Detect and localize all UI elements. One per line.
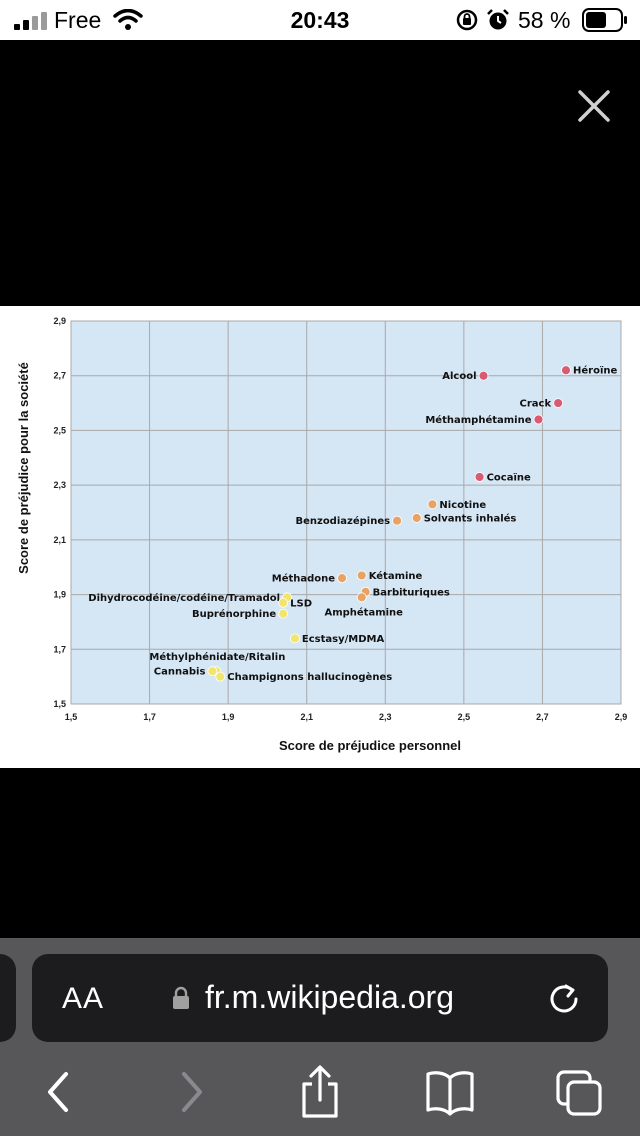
data-point xyxy=(392,515,402,526)
data-point xyxy=(427,499,438,510)
lock-icon xyxy=(173,986,189,1009)
data-point xyxy=(356,592,367,603)
data-point xyxy=(337,573,347,584)
address-bar[interactable] xyxy=(32,954,608,1042)
point-label: Crack xyxy=(520,399,552,410)
point-label: Cannabis xyxy=(154,667,206,678)
point-label: Nicotine xyxy=(439,500,486,511)
data-point xyxy=(553,398,564,408)
data-point xyxy=(278,597,289,608)
point-label: Méthamphétamine xyxy=(425,414,531,426)
point-label: Méthadone xyxy=(272,573,336,585)
x-tick-label: 2,3 xyxy=(379,712,392,722)
plot-area xyxy=(70,320,622,705)
y-axis-label: Score de préjudice pour la société xyxy=(16,362,31,574)
carrier-name: Free xyxy=(54,7,102,33)
data-point xyxy=(290,633,300,644)
y-tick-label: 1,7 xyxy=(53,644,66,654)
x-tick-label: 2,1 xyxy=(300,712,313,722)
previous-tab-edge[interactable] xyxy=(0,954,16,1042)
data-point xyxy=(278,608,289,619)
point-label: Alcool xyxy=(442,371,476,382)
x-axis-label: Score de préjudice personnel xyxy=(279,738,461,753)
point-label: Cocaïne xyxy=(487,472,531,483)
y-tick-label: 2,1 xyxy=(53,535,66,545)
point-label: Kétamine xyxy=(369,570,423,582)
x-tick-label: 2,7 xyxy=(536,712,549,722)
data-point xyxy=(411,513,422,523)
point-label: Champignons hallucinogènes xyxy=(227,671,392,683)
x-tick-label: 2,9 xyxy=(615,712,628,722)
y-tick-label: 1,9 xyxy=(53,590,66,600)
point-label: Dihydrocodéine/codéine/Tramadol xyxy=(88,592,280,604)
data-point xyxy=(478,370,489,381)
y-tick-label: 2,7 xyxy=(53,371,66,381)
chart-image: 1,5 1,7 1,9 2,1 2,3 2,5 2,7 2,9 1,5 1,7 1,9 2,1 2,3 2… xyxy=(0,306,640,768)
x-tick-label: 1,5 xyxy=(65,712,78,722)
point-label: Méthylphénidate/Ritalin xyxy=(149,651,285,663)
data-point xyxy=(356,570,367,581)
back-icon[interactable] xyxy=(30,1064,90,1120)
x-tick-label: 1,9 xyxy=(222,712,235,722)
point-label: Solvants inhalés xyxy=(424,512,517,524)
forward-icon[interactable] xyxy=(160,1064,220,1120)
point-label: Barbituriques xyxy=(373,587,450,598)
tabs-icon[interactable] xyxy=(550,1064,610,1120)
y-tick-label: 2,3 xyxy=(53,480,66,490)
data-point xyxy=(561,365,571,376)
signal-icon xyxy=(14,12,47,30)
point-label: Héroïne xyxy=(573,365,618,377)
y-tick-label: 1,5 xyxy=(53,699,66,709)
point-label: Amphétamine xyxy=(324,606,403,618)
bookmarks-icon[interactable] xyxy=(420,1064,480,1120)
x-tick-label: 2,5 xyxy=(458,712,471,722)
wifi-icon xyxy=(113,9,143,30)
battery-percentage: 58 % xyxy=(518,7,571,33)
share-icon[interactable] xyxy=(290,1064,350,1120)
alarm-icon xyxy=(487,9,509,30)
orientation-lock-icon xyxy=(456,9,478,31)
y-tick-label: 2,9 xyxy=(53,316,66,326)
data-point xyxy=(215,671,226,682)
url-text[interactable]: fr.m.wikipedia.org xyxy=(205,979,454,1015)
y-tick-label: 2,5 xyxy=(53,425,66,435)
point-label: Benzodiazépines xyxy=(295,515,390,527)
x-tick-label: 1,7 xyxy=(143,712,156,722)
close-icon[interactable] xyxy=(574,86,614,126)
point-label: LSD xyxy=(290,598,312,609)
point-label: Ecstasy/MDMA xyxy=(302,634,385,645)
data-point xyxy=(207,666,218,677)
text-size-button[interactable]: AA xyxy=(62,982,105,1015)
clock: 20:43 xyxy=(290,7,350,33)
status-bar: Free 20:43 58 % xyxy=(0,0,640,40)
data-point xyxy=(474,472,485,482)
reload-icon[interactable] xyxy=(546,980,582,1016)
battery-icon xyxy=(582,8,627,32)
point-label: Buprénorphine xyxy=(192,608,276,620)
scatter-chart: 1,5 1,7 1,9 2,1 2,3 2,5 2,7 2,9 1,5 1,7 1,9 2,1 2,3 2… xyxy=(16,316,628,753)
data-point xyxy=(533,414,544,425)
